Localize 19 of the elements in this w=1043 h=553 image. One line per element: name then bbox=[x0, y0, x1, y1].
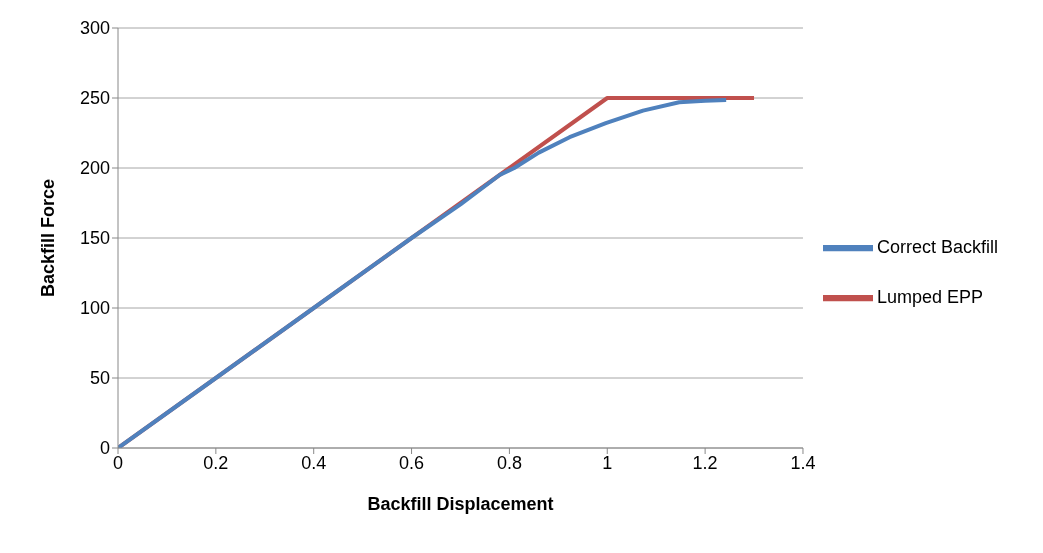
x-tick-label: 0.4 bbox=[301, 452, 327, 473]
y-tick-label: 150 bbox=[79, 228, 110, 249]
x-tick-label: 0.8 bbox=[496, 452, 522, 473]
x-tick-label: 1.4 bbox=[790, 452, 816, 473]
y-tick-label: 100 bbox=[79, 298, 110, 319]
x-tick-label: 0 bbox=[112, 452, 124, 473]
x-tick-label: 1 bbox=[602, 452, 613, 473]
y-tick-label: 200 bbox=[79, 158, 110, 179]
y-axis-title: Backfill Force bbox=[38, 178, 59, 298]
legend-label: Lumped EPP bbox=[876, 286, 984, 307]
y-tick-label: 250 bbox=[79, 88, 110, 109]
y-tick-label: 50 bbox=[89, 368, 110, 389]
x-tick-label: 0.2 bbox=[203, 452, 229, 473]
x-tick-label: 0.6 bbox=[399, 452, 425, 473]
y-tick-label: 0 bbox=[99, 438, 110, 459]
x-tick-label: 1.2 bbox=[692, 452, 718, 473]
x-axis-title: Backfill Displacement bbox=[367, 494, 554, 514]
y-tick-label: 300 bbox=[79, 18, 110, 39]
legend-label: Correct Backfill bbox=[876, 236, 998, 257]
